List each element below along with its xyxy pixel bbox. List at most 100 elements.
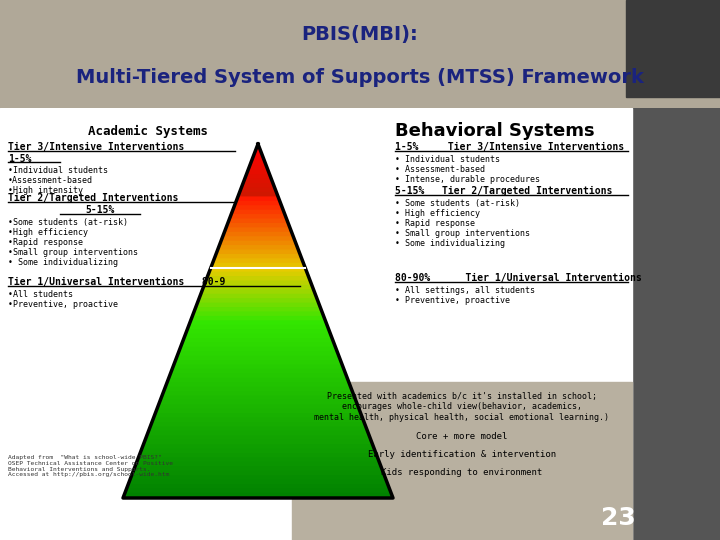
Polygon shape [182, 339, 334, 343]
Polygon shape [241, 184, 275, 188]
Text: • Some students (at-risk): • Some students (at-risk) [395, 199, 520, 208]
Polygon shape [231, 211, 285, 215]
Polygon shape [256, 144, 260, 148]
Polygon shape [177, 352, 339, 356]
Text: 5-15%: 5-15% [85, 205, 114, 215]
Text: •All students: •All students [8, 290, 73, 299]
Polygon shape [202, 286, 314, 290]
Text: Core + more model: Core + more model [416, 432, 508, 441]
Text: Adapted from  "What is school-wide PBIS?"
OSEP Technical Assistance Center on Po: Adapted from "What is school-wide PBIS?"… [8, 455, 173, 477]
Polygon shape [163, 387, 353, 392]
Text: 1-5%     Tier 3/Intensive Interventions: 1-5% Tier 3/Intensive Interventions [395, 142, 624, 152]
Text: 23: 23 [600, 506, 635, 530]
Polygon shape [197, 299, 319, 303]
Text: • High efficiency: • High efficiency [395, 209, 480, 218]
Polygon shape [204, 281, 312, 286]
Polygon shape [240, 188, 276, 193]
Polygon shape [186, 330, 330, 334]
Text: •Preventive, proactive: •Preventive, proactive [8, 300, 118, 309]
Polygon shape [142, 445, 374, 449]
Polygon shape [228, 219, 289, 224]
Bar [632, 108, 720, 540]
Polygon shape [191, 316, 325, 321]
Text: Early identification & intervention: Early identification & intervention [368, 450, 556, 459]
Polygon shape [243, 179, 273, 184]
Polygon shape [192, 312, 324, 316]
Polygon shape [187, 326, 329, 330]
Polygon shape [209, 268, 307, 272]
Polygon shape [233, 206, 283, 211]
Text: 5-15%   Tier 2/Targeted Interventions: 5-15% Tier 2/Targeted Interventions [395, 186, 613, 196]
Polygon shape [207, 272, 309, 276]
Polygon shape [158, 401, 358, 405]
Polygon shape [137, 458, 379, 463]
Text: Tier 3/Intensive Interventions: Tier 3/Intensive Interventions [8, 142, 184, 152]
Polygon shape [214, 255, 302, 259]
Text: • Rapid response: • Rapid response [395, 219, 475, 228]
Text: Tier 1/Universal Interventions   80-9: Tier 1/Universal Interventions 80-9 [8, 277, 225, 287]
Text: •High intensity: •High intensity [8, 186, 83, 195]
Polygon shape [226, 224, 290, 228]
Polygon shape [138, 454, 378, 458]
Text: Presented with academics b/c it's installed in school;
encourages whole-child vi: Presented with academics b/c it's instal… [315, 392, 610, 422]
Polygon shape [184, 334, 332, 339]
Polygon shape [236, 197, 280, 201]
Polygon shape [172, 365, 344, 370]
Polygon shape [221, 237, 295, 241]
Text: Academic Systems: Academic Systems [88, 125, 208, 138]
Text: Multi-Tiered System of Supports (MTSS) Framework: Multi-Tiered System of Supports (MTSS) F… [76, 68, 644, 87]
Text: • Preventive, proactive: • Preventive, proactive [395, 296, 510, 305]
Polygon shape [140, 449, 376, 454]
Polygon shape [179, 348, 337, 352]
Polygon shape [216, 250, 300, 255]
Text: • Individual students: • Individual students [395, 155, 500, 164]
Text: •Rapid response: •Rapid response [8, 238, 83, 247]
Text: •Small group interventions: •Small group interventions [8, 248, 138, 257]
Polygon shape [217, 246, 299, 250]
Polygon shape [229, 215, 287, 219]
Polygon shape [147, 431, 369, 436]
Polygon shape [170, 370, 346, 374]
Polygon shape [152, 418, 364, 423]
Polygon shape [201, 290, 315, 294]
Polygon shape [189, 321, 327, 326]
Polygon shape [206, 276, 310, 281]
Polygon shape [143, 441, 373, 445]
Text: • Some individualizing: • Some individualizing [8, 258, 118, 267]
Text: 1-5%: 1-5% [8, 154, 32, 164]
Polygon shape [167, 379, 349, 383]
Polygon shape [153, 414, 363, 418]
Polygon shape [246, 171, 270, 175]
Polygon shape [132, 471, 384, 476]
Polygon shape [199, 294, 317, 299]
Bar [0, 108, 632, 540]
Polygon shape [135, 463, 381, 467]
Text: Kids responding to environment: Kids responding to environment [382, 468, 543, 477]
Text: • Intense, durable procedures: • Intense, durable procedures [395, 175, 540, 184]
Polygon shape [148, 427, 368, 431]
Text: 80-90%      Tier 1/Universal Interventions: 80-90% Tier 1/Universal Interventions [395, 273, 642, 283]
Polygon shape [145, 436, 371, 441]
Polygon shape [238, 193, 278, 197]
Polygon shape [160, 396, 356, 401]
Polygon shape [125, 489, 391, 494]
Polygon shape [224, 228, 292, 233]
Polygon shape [211, 264, 305, 268]
Polygon shape [123, 494, 393, 498]
Polygon shape [245, 175, 271, 179]
Text: •Individual students: •Individual students [8, 166, 108, 175]
Polygon shape [128, 480, 388, 485]
Text: • Assessment-based: • Assessment-based [395, 165, 485, 174]
Polygon shape [133, 467, 383, 471]
Polygon shape [130, 476, 386, 480]
Polygon shape [175, 356, 341, 361]
Text: • Small group interventions: • Small group interventions [395, 229, 530, 238]
Polygon shape [127, 485, 390, 489]
Polygon shape [194, 308, 322, 312]
Text: •High efficiency: •High efficiency [8, 228, 88, 237]
Polygon shape [174, 361, 343, 365]
Polygon shape [219, 241, 297, 246]
Polygon shape [157, 405, 359, 409]
Polygon shape [165, 383, 351, 387]
Text: Tier 2/Targeted Interventions: Tier 2/Targeted Interventions [8, 193, 179, 203]
